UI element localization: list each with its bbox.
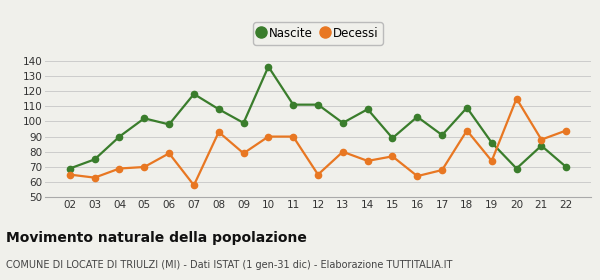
- Nascite: [265, 65, 272, 68]
- Decessi: [339, 150, 346, 153]
- Decessi: [439, 168, 446, 172]
- Nascite: [413, 115, 421, 118]
- Nascite: [314, 103, 322, 106]
- Decessi: [116, 167, 123, 170]
- Nascite: [116, 135, 123, 138]
- Decessi: [463, 129, 470, 132]
- Nascite: [439, 133, 446, 137]
- Nascite: [563, 165, 570, 169]
- Decessi: [488, 159, 496, 163]
- Decessi: [265, 135, 272, 138]
- Nascite: [190, 92, 197, 96]
- Nascite: [140, 117, 148, 120]
- Decessi: [66, 173, 73, 176]
- Nascite: [364, 108, 371, 111]
- Nascite: [240, 121, 247, 125]
- Decessi: [290, 135, 297, 138]
- Nascite: [513, 167, 520, 170]
- Decessi: [563, 129, 570, 132]
- Decessi: [91, 176, 98, 179]
- Line: Decessi: Decessi: [67, 95, 569, 188]
- Nascite: [166, 123, 173, 126]
- Nascite: [538, 144, 545, 147]
- Decessi: [364, 159, 371, 163]
- Text: Movimento naturale della popolazione: Movimento naturale della popolazione: [6, 231, 307, 245]
- Nascite: [91, 158, 98, 161]
- Nascite: [339, 121, 346, 125]
- Line: Nascite: Nascite: [67, 64, 569, 172]
- Decessi: [215, 130, 223, 134]
- Nascite: [463, 106, 470, 109]
- Decessi: [389, 155, 396, 158]
- Decessi: [240, 152, 247, 155]
- Nascite: [389, 136, 396, 140]
- Decessi: [140, 165, 148, 169]
- Nascite: [290, 103, 297, 106]
- Nascite: [66, 167, 73, 170]
- Text: COMUNE DI LOCATE DI TRIULZI (MI) - Dati ISTAT (1 gen-31 dic) - Elaborazione TUTT: COMUNE DI LOCATE DI TRIULZI (MI) - Dati …: [6, 260, 452, 270]
- Decessi: [314, 173, 322, 176]
- Nascite: [215, 108, 223, 111]
- Legend: Nascite, Decessi: Nascite, Decessi: [253, 22, 383, 45]
- Nascite: [488, 141, 496, 144]
- Decessi: [190, 184, 197, 187]
- Decessi: [413, 174, 421, 178]
- Decessi: [513, 97, 520, 100]
- Decessi: [538, 138, 545, 141]
- Decessi: [166, 152, 173, 155]
